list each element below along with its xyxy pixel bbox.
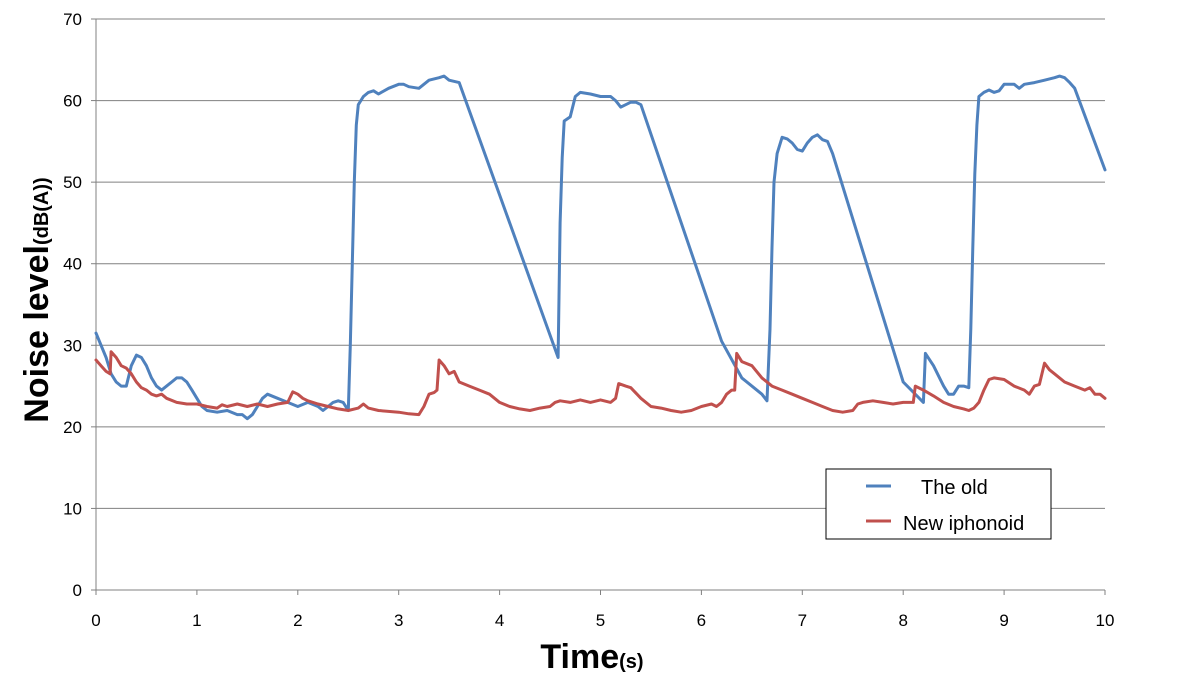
x-tick-label-8: 8 <box>898 611 907 630</box>
legend-box <box>825 468 1052 540</box>
x-tick-label-10: 10 <box>1096 611 1115 630</box>
y-axis-label: Noise level(dB(A)) <box>18 177 56 422</box>
x-tick-label-4: 4 <box>495 611 504 630</box>
y-tick-labels: 0 10 20 30 40 50 60 70 <box>63 10 96 600</box>
gridlines <box>96 18 1105 509</box>
legend-label-new-iphonoid: New iphonoid <box>903 513 1024 535</box>
y-tick-label-70: 70 <box>63 10 82 29</box>
x-axis-label: Time(s) <box>540 638 643 676</box>
x-tick-label-2: 2 <box>293 611 302 630</box>
y-tick-label-0: 0 <box>73 581 82 600</box>
x-tick-label-0: 0 <box>91 611 100 630</box>
y-tick-label-60: 60 <box>63 92 82 111</box>
y-tick-label-40: 40 <box>63 255 82 274</box>
series-line-the-old <box>94 74 1107 421</box>
x-axis-label-main: Time <box>540 638 619 676</box>
y-tick-label-30: 30 <box>63 336 82 355</box>
y-tick-label-50: 50 <box>63 173 82 192</box>
x-tick-label-7: 7 <box>798 611 807 630</box>
x-axis-label-unit: (s) <box>619 651 643 673</box>
y-axis-label-main: Noise level <box>18 245 56 423</box>
x-tick-label-9: 9 <box>999 611 1008 630</box>
x-tick-labels: 0 1 2 3 4 5 6 7 8 9 10 <box>91 590 1114 630</box>
x-tick-label-3: 3 <box>394 611 403 630</box>
y-axis-label-unit: (dB(A)) <box>31 177 53 245</box>
legend: The old New iphonoid <box>825 468 1052 540</box>
x-tick-label-1: 1 <box>192 611 201 630</box>
legend-label-the-old: The old <box>921 477 988 499</box>
series-line-new-iphonoid <box>94 350 1107 417</box>
y-tick-label-10: 10 <box>63 499 82 518</box>
series-lines <box>94 74 1107 421</box>
x-tick-label-5: 5 <box>596 611 605 630</box>
y-tick-label-20: 20 <box>63 418 82 437</box>
x-tick-label-6: 6 <box>697 611 706 630</box>
